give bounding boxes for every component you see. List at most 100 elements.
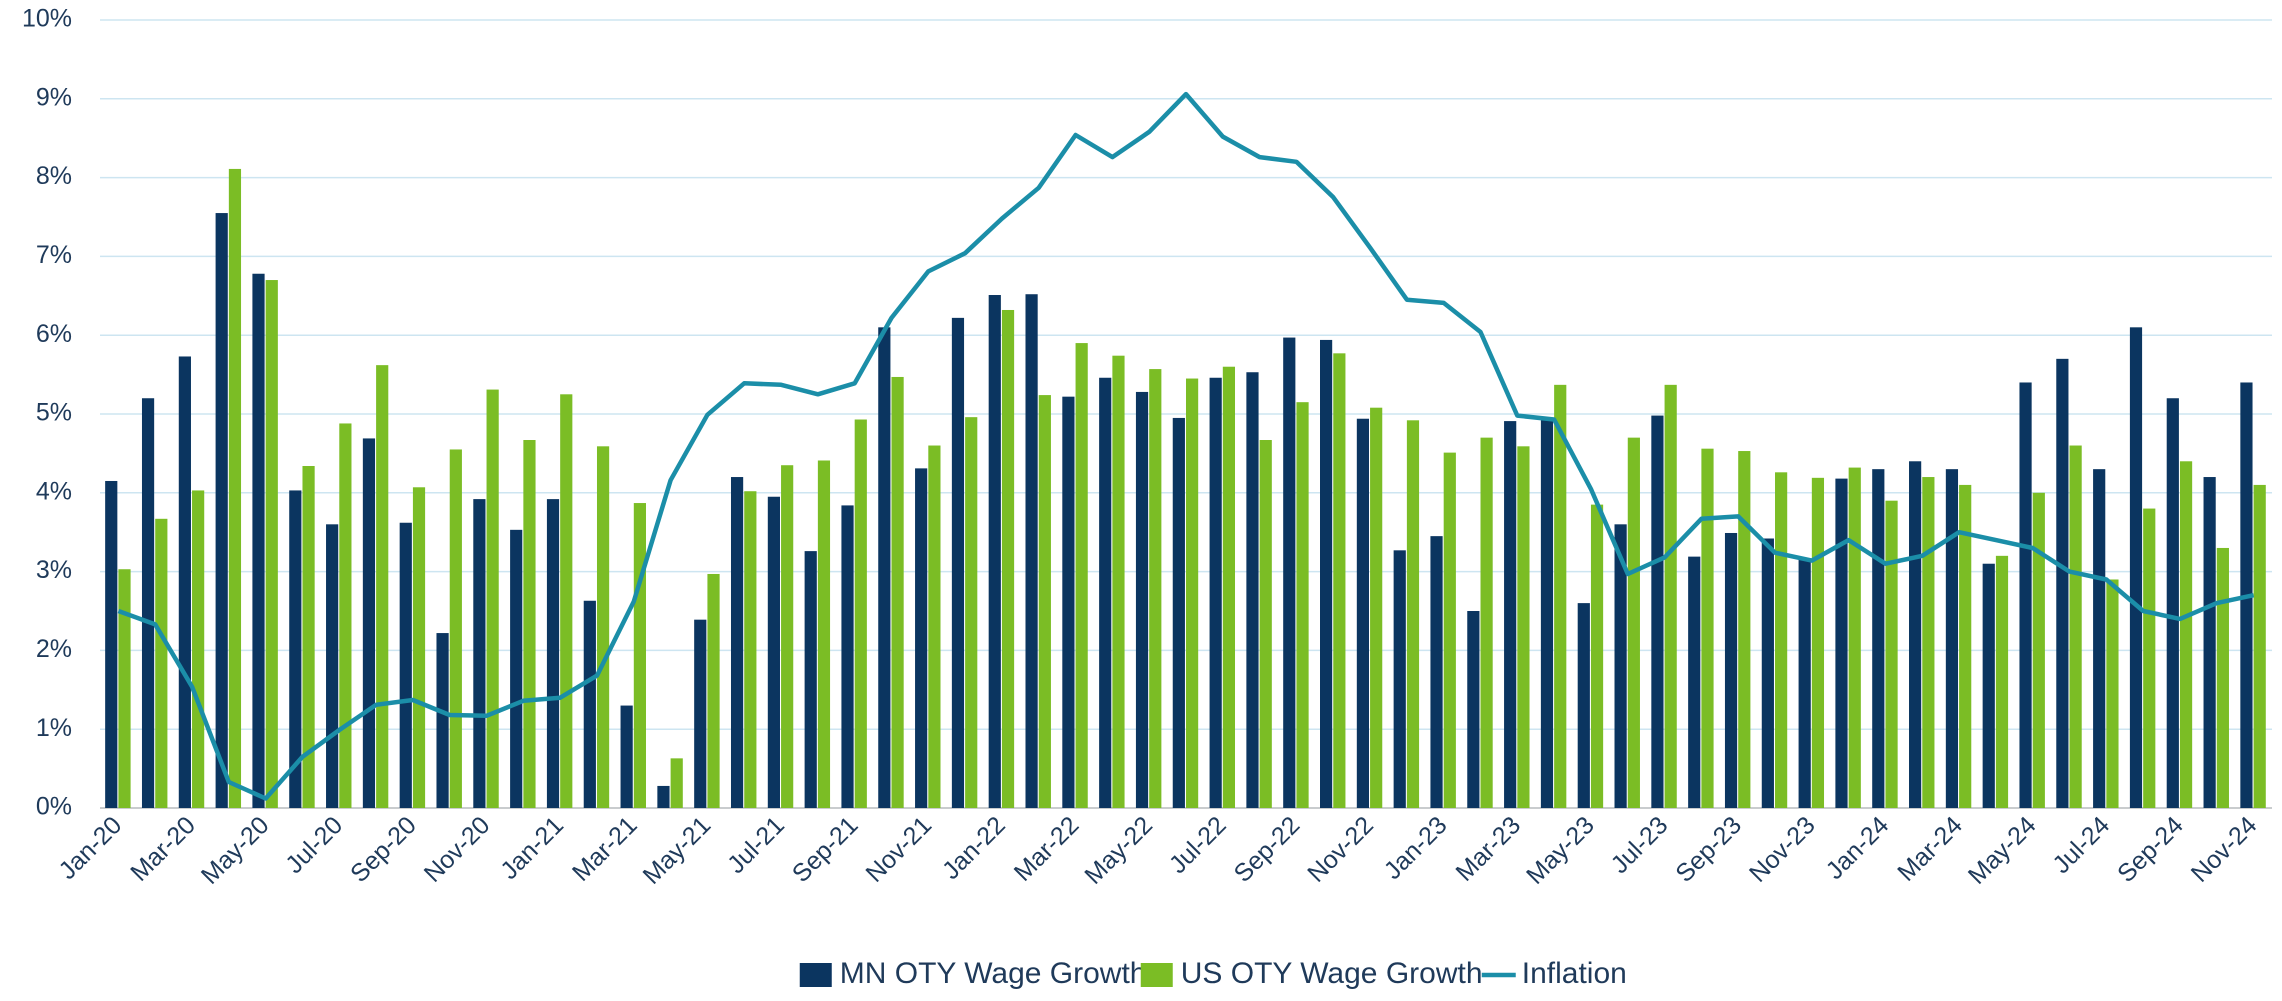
bar bbox=[951, 317, 965, 808]
bar bbox=[1467, 611, 1480, 808]
y-tick-label: 5% bbox=[36, 399, 72, 427]
x-tick-label: Nov-24 bbox=[2186, 811, 2263, 888]
bar bbox=[523, 440, 536, 808]
bar bbox=[155, 518, 168, 808]
bar bbox=[1540, 419, 1554, 808]
bar bbox=[1688, 556, 1701, 808]
x-tick-label: Mar-21 bbox=[567, 811, 643, 887]
x-tick-label: Nov-20 bbox=[419, 811, 496, 888]
bar bbox=[657, 785, 670, 808]
bar bbox=[215, 213, 228, 808]
y-tick-label: 4% bbox=[36, 477, 72, 505]
bar bbox=[1001, 309, 1015, 808]
bar bbox=[1504, 421, 1517, 808]
bar bbox=[302, 466, 315, 808]
bar bbox=[2019, 382, 2032, 808]
bar bbox=[583, 600, 596, 808]
y-tick-label: 2% bbox=[36, 635, 72, 663]
x-tick-label: Sep-20 bbox=[345, 811, 422, 888]
x-tick-label: May-22 bbox=[1079, 811, 1158, 890]
bar bbox=[141, 398, 155, 808]
bar bbox=[878, 327, 891, 808]
bar bbox=[178, 356, 191, 808]
bar bbox=[1651, 415, 1664, 808]
y-tick-label: 6% bbox=[36, 320, 72, 348]
bar bbox=[1664, 384, 1677, 808]
bar bbox=[596, 446, 610, 808]
bar bbox=[2093, 469, 2106, 808]
bar bbox=[339, 423, 352, 808]
bar bbox=[804, 551, 817, 808]
bar bbox=[2069, 445, 2082, 808]
bar bbox=[1848, 467, 1861, 808]
bar bbox=[265, 280, 278, 808]
bar bbox=[1922, 477, 1935, 808]
bar bbox=[436, 633, 449, 808]
bar bbox=[560, 394, 573, 808]
line-series bbox=[117, 91, 2255, 801]
bar bbox=[1259, 440, 1272, 808]
bar bbox=[2032, 492, 2045, 808]
bar bbox=[2203, 477, 2216, 808]
x-tick-label: Jul-21 bbox=[722, 811, 790, 879]
bar bbox=[707, 573, 720, 808]
legend-swatch bbox=[1140, 963, 1173, 987]
x-tick-label: Mar-23 bbox=[1450, 811, 1526, 887]
x-tick-label: Jul-22 bbox=[1164, 811, 1232, 879]
bar bbox=[228, 168, 242, 808]
x-tick-label: Nov-23 bbox=[1744, 811, 1821, 888]
bar bbox=[1627, 437, 1640, 808]
bar bbox=[2143, 508, 2156, 808]
bar bbox=[1590, 504, 1604, 808]
x-tick-label: May-20 bbox=[196, 811, 275, 890]
bar bbox=[1356, 418, 1370, 808]
legend: MN OTY Wage Growth US OTY Wage Growth Infl… bbox=[799, 957, 1627, 990]
bar bbox=[399, 522, 412, 808]
bar bbox=[915, 468, 928, 808]
x-tick-label: Nov-21 bbox=[860, 811, 937, 888]
bar bbox=[1738, 451, 1751, 808]
bar bbox=[854, 419, 867, 808]
bar bbox=[633, 503, 646, 808]
bar bbox=[1283, 337, 1296, 808]
y-tick-label: 7% bbox=[36, 241, 72, 269]
bar bbox=[817, 460, 831, 808]
x-tick-label: Sep-22 bbox=[1229, 811, 1306, 888]
x-tick-label: Mar-22 bbox=[1009, 811, 1085, 887]
bar bbox=[1761, 538, 1774, 808]
bar bbox=[781, 465, 794, 808]
x-tick-label: Sep-21 bbox=[787, 811, 864, 888]
bar bbox=[473, 499, 486, 808]
bar bbox=[1320, 339, 1333, 808]
bar bbox=[1075, 343, 1088, 808]
bar bbox=[1406, 420, 1420, 808]
bar bbox=[1614, 524, 1627, 808]
x-tick-label: May-24 bbox=[1963, 811, 2042, 890]
bar bbox=[1945, 469, 1959, 808]
bar bbox=[620, 705, 633, 808]
x-tick-label: Mar-24 bbox=[1892, 811, 1968, 887]
bar bbox=[1811, 477, 1825, 808]
bar bbox=[1135, 391, 1149, 808]
bar bbox=[1112, 355, 1125, 808]
bar bbox=[1149, 369, 1162, 808]
bar bbox=[1246, 372, 1259, 808]
bar bbox=[1701, 448, 1714, 808]
x-tick-label: May-21 bbox=[638, 811, 717, 890]
bar bbox=[105, 480, 118, 808]
bar bbox=[988, 295, 1001, 809]
legend-label: Inflation bbox=[1522, 957, 1627, 990]
x-tick-label: Jan-24 bbox=[1821, 811, 1895, 885]
bar bbox=[2253, 484, 2266, 808]
bar bbox=[1025, 294, 1038, 808]
bar bbox=[1186, 378, 1199, 808]
bar bbox=[1038, 395, 1051, 808]
y-tick-label: 8% bbox=[36, 162, 72, 190]
x-tick-label: Sep-23 bbox=[1670, 811, 1747, 888]
bar bbox=[1222, 366, 1236, 808]
x-tick-label: Nov-22 bbox=[1302, 811, 1379, 888]
x-tick-label: Jan-23 bbox=[1379, 811, 1453, 885]
y-tick-label: 10% bbox=[22, 5, 72, 33]
x-tick-label: Jul-20 bbox=[280, 811, 348, 879]
